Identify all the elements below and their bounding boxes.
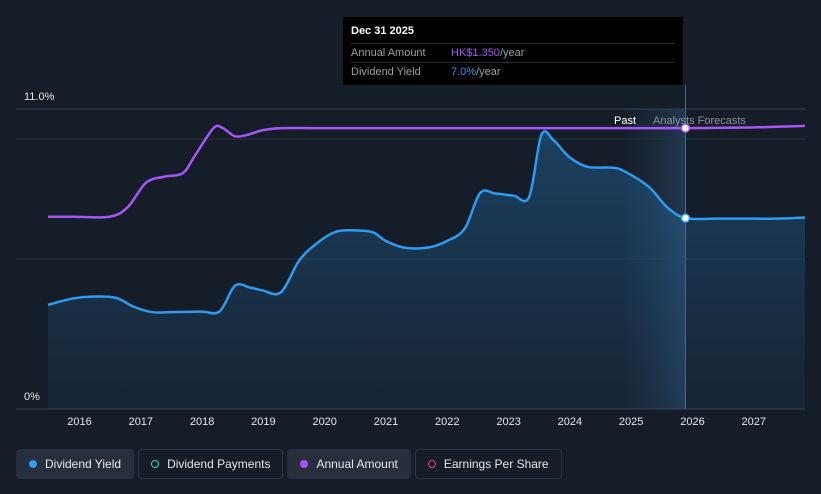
x-tick-label: 2021 — [373, 416, 399, 428]
past-region-label: Past — [614, 115, 637, 127]
data-tooltip: Dec 31 2025 Annual Amount HK$1.350/year … — [343, 17, 683, 85]
annual-amount-highlight-point[interactable] — [680, 123, 691, 133]
chart-legend: Dividend Yield Dividend Payments Annual … — [16, 449, 562, 479]
x-tick-label: 2017 — [128, 416, 154, 428]
earnings-per-share-ring-icon — [427, 460, 436, 468]
dividend-yield-dot-icon — [29, 460, 37, 468]
dividend-yield-line[interactable] — [47, 130, 806, 315]
dividend-yield-area — [48, 131, 805, 409]
x-tick-label: 2018 — [189, 416, 215, 428]
annual-amount-line[interactable] — [48, 124, 806, 219]
x-tick-label: 2027 — [741, 416, 767, 428]
x-tick-label: 2022 — [435, 416, 460, 428]
tooltip-key: Annual Amount — [351, 47, 426, 59]
legend-label: Earnings Per Share — [443, 457, 549, 471]
tooltip-value: HK$1.350 — [451, 47, 500, 59]
x-tick-label: 2019 — [251, 416, 276, 428]
forecast-region-label: Analysts Forecasts — [653, 115, 746, 127]
legend-label: Annual Amount — [316, 457, 398, 471]
legend-annual-amount[interactable]: Annual Amount — [287, 449, 411, 479]
dividend-yield-highlight-point[interactable] — [680, 213, 691, 223]
tooltip-unit: /year — [476, 66, 501, 78]
x-tick-label: 2024 — [557, 416, 583, 428]
tooltip-value: 7.0% — [451, 66, 477, 78]
x-tick-label: 2026 — [680, 416, 705, 428]
legend-dividend-payments[interactable]: Dividend Payments — [138, 449, 284, 479]
legend-dividend-yield[interactable]: Dividend Yield — [16, 449, 135, 479]
legend-label: Dividend Payments — [167, 457, 271, 471]
tooltip-row-dividend-yield: Dividend Yield 7.0%/year — [351, 62, 675, 81]
legend-label: Dividend Yield — [45, 457, 122, 471]
legend-earnings-per-share[interactable]: Earnings Per Share — [414, 449, 562, 479]
tooltip-date: Dec 31 2025 — [351, 25, 414, 37]
tooltip-key: Dividend Yield — [351, 66, 421, 78]
annual-amount-dot-icon — [300, 460, 309, 468]
tooltip-row-annual-amount: Annual Amount HK$1.350/year — [351, 43, 675, 62]
x-tick-label: 2016 — [67, 416, 92, 428]
tooltip-unit: /year — [499, 47, 525, 59]
x-tick-label: 2025 — [618, 416, 644, 428]
y-axis-bottom-label: 0% — [24, 391, 40, 403]
x-tick-label: 2023 — [496, 416, 521, 428]
y-axis-top-label: 11.0% — [24, 91, 55, 103]
x-tick-label: 2020 — [312, 416, 337, 428]
dividend-payments-ring-icon — [151, 460, 160, 468]
